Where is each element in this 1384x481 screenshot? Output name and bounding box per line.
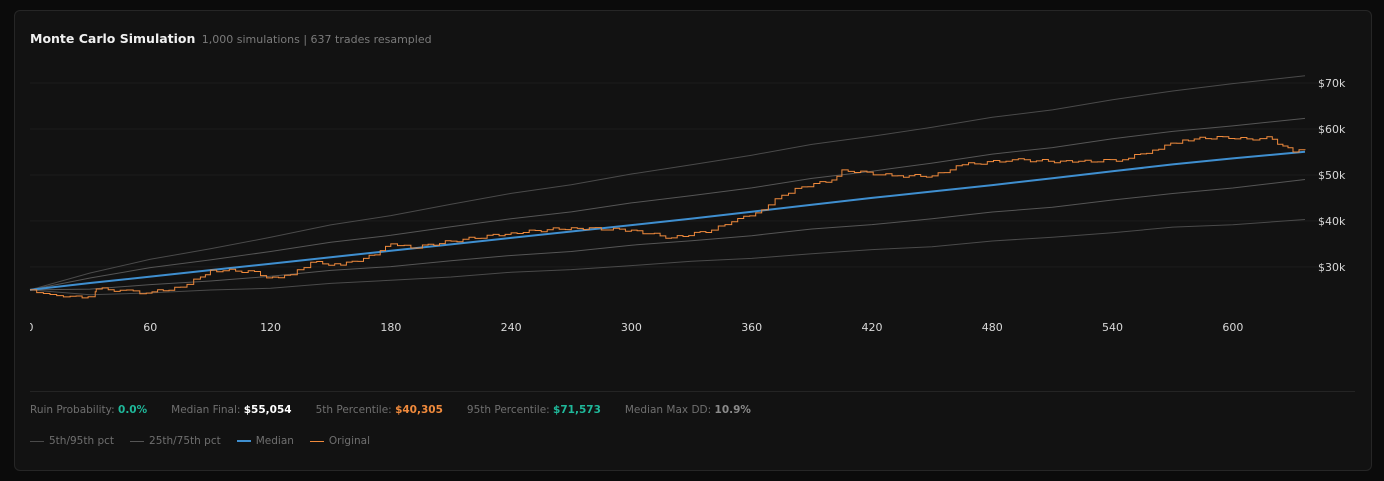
legend-swatch bbox=[309, 440, 324, 442]
y-tick-label: $70k bbox=[1318, 77, 1346, 90]
series-line-median bbox=[29, 150, 1306, 291]
x-tick-label: 480 bbox=[982, 321, 1003, 334]
legend-item-25-75: 25th/75th pct bbox=[130, 435, 221, 447]
y-tick-label: $40k bbox=[1318, 215, 1346, 228]
x-tick-label: 540 bbox=[1102, 321, 1123, 334]
legend-swatch bbox=[30, 440, 44, 442]
title-text: Monte Carlo Simulation bbox=[30, 31, 196, 46]
x-tick-label: 120 bbox=[260, 321, 281, 334]
series-line-p95 bbox=[29, 75, 1306, 291]
legend-item-5-95: 5th/95th pct bbox=[30, 435, 114, 447]
series-line-original bbox=[30, 136, 1306, 299]
stat-95th-percentile: 95th Percentile: $71,573 bbox=[466, 404, 601, 416]
x-tick-label: 300 bbox=[621, 321, 642, 334]
chart-title: Monte Carlo Simulation 1,000 simulations… bbox=[30, 31, 432, 46]
y-tick-label: $50k bbox=[1318, 169, 1346, 182]
series-line-p75 bbox=[29, 117, 1306, 291]
y-tick-label: $30k bbox=[1318, 261, 1346, 274]
legend-item-original: Original bbox=[309, 435, 370, 447]
series-line-p5 bbox=[29, 219, 1306, 296]
x-tick-label: 240 bbox=[501, 321, 522, 334]
stat-median-max-dd: Median Max DD: 10.9% bbox=[624, 404, 751, 416]
stat-ruin-probability: Ruin Probability: 0.0% bbox=[30, 404, 148, 416]
series-line-p25 bbox=[29, 179, 1306, 291]
x-tick-label: 420 bbox=[861, 321, 882, 334]
stats-row: Ruin Probability: 0.0% Median Final: $55… bbox=[30, 404, 751, 416]
y-tick-label: $60k bbox=[1318, 123, 1346, 136]
divider bbox=[30, 391, 1355, 392]
x-tick-label: 180 bbox=[380, 321, 401, 334]
legend-swatch bbox=[236, 440, 251, 442]
x-tick-label: 600 bbox=[1222, 321, 1243, 334]
x-tick-label: 60 bbox=[143, 321, 157, 334]
legend-item-median: Median bbox=[236, 435, 294, 447]
stat-median-final: Median Final: $55,054 bbox=[171, 404, 292, 416]
chart-subtitle: 1,000 simulations | 637 trades resampled bbox=[201, 33, 432, 46]
x-tick-label: 360 bbox=[741, 321, 762, 334]
stat-5th-percentile: 5th Percentile: $40,305 bbox=[315, 404, 443, 416]
legend-swatch bbox=[130, 440, 145, 442]
chart-legend: 5th/95th pct 25th/75th pct Median Origin… bbox=[30, 435, 370, 447]
x-tick-label: 0 bbox=[27, 321, 34, 334]
